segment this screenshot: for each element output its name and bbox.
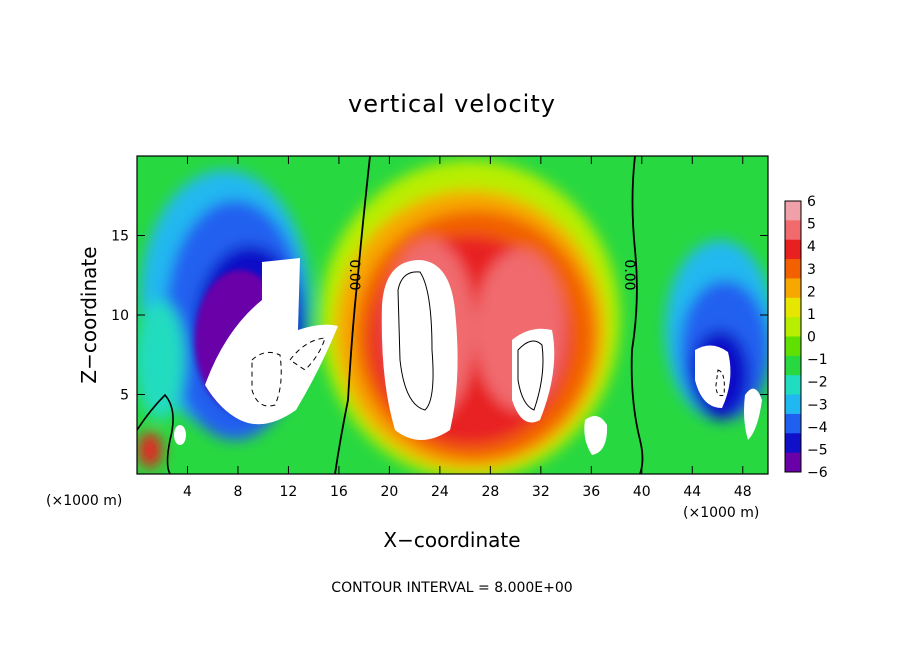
colorbar-swatch bbox=[785, 201, 801, 221]
colorbar-tick-label: −2 bbox=[807, 375, 828, 391]
y-tick-label: 5 bbox=[120, 388, 129, 404]
colorbar-tick-label: 2 bbox=[807, 284, 816, 300]
x-tick-label: 12 bbox=[280, 484, 298, 500]
y-axis: 5 10 15 bbox=[111, 229, 768, 404]
colorbar-swatch bbox=[785, 336, 801, 357]
y-tick-label: 10 bbox=[111, 308, 129, 324]
x-tick-label: 28 bbox=[481, 484, 499, 500]
x-tick-label: 36 bbox=[582, 484, 600, 500]
x-tick-label: 20 bbox=[380, 484, 398, 500]
colorbar-swatch bbox=[785, 394, 801, 415]
x-tick-label: 16 bbox=[330, 484, 348, 500]
colorbar-swatch bbox=[785, 297, 801, 318]
colorbar-swatch bbox=[785, 220, 801, 241]
x-unit-right: (×1000 m) bbox=[683, 505, 759, 521]
colorbar-tick-label: −1 bbox=[807, 352, 828, 368]
colorbar-tick-label: 5 bbox=[807, 217, 816, 233]
colorbar-tick-label: 0 bbox=[807, 330, 816, 346]
colorbar-tick-label: −6 bbox=[807, 465, 828, 481]
x-unit-left: (×1000 m) bbox=[46, 493, 122, 509]
x-tick-label: 4 bbox=[183, 484, 192, 500]
colorbar: 6 5 4 3 2 1 0 −1 −2 −3 −4 −5 −6 bbox=[784, 194, 828, 481]
y-axis-label: Z−coordinate bbox=[77, 246, 101, 383]
contour-interval-note: CONTOUR INTERVAL = 8.000E+00 bbox=[331, 580, 572, 596]
colorbar-swatch bbox=[785, 239, 801, 260]
colorbar-swatch bbox=[785, 452, 801, 473]
x-tick-label: 8 bbox=[233, 484, 242, 500]
chart-title: vertical velocity bbox=[348, 90, 556, 118]
colorbar-swatch bbox=[785, 375, 801, 396]
colorbar-frame bbox=[784, 200, 802, 473]
x-tick-label: 44 bbox=[683, 484, 701, 500]
colorbar-tick-label: −4 bbox=[807, 420, 828, 436]
colorbar-tick-label: 1 bbox=[807, 307, 816, 323]
colorbar-swatch bbox=[785, 317, 801, 337]
colorbar-swatch bbox=[785, 433, 801, 454]
contour-label: 0.00 bbox=[346, 259, 362, 290]
colorbar-tick-label: 6 bbox=[807, 194, 816, 210]
x-axis: 4 8 12 16 20 24 28 32 36 40 44 48 bbox=[183, 156, 752, 500]
colorbar-swatch bbox=[785, 355, 801, 376]
x-tick-label: 32 bbox=[532, 484, 550, 500]
x-tick-label: 40 bbox=[633, 484, 651, 500]
colorbar-tick-label: 3 bbox=[807, 262, 816, 278]
y-tick-label: 15 bbox=[111, 229, 129, 245]
colorbar-swatch bbox=[785, 413, 801, 434]
colorbar-tick-label: −3 bbox=[807, 397, 828, 413]
velocity-field: 0.00 0.00 bbox=[137, 156, 768, 474]
contour-label: 0.00 bbox=[621, 259, 637, 290]
x-tick-label: 48 bbox=[734, 484, 752, 500]
x-tick-label: 24 bbox=[431, 484, 449, 500]
x-axis-label: X−coordinate bbox=[383, 528, 520, 552]
colorbar-tick-label: −5 bbox=[807, 442, 828, 458]
colorbar-tick-label: 4 bbox=[807, 239, 816, 255]
colorbar-swatch bbox=[785, 278, 801, 299]
colorbar-swatch bbox=[785, 259, 801, 279]
